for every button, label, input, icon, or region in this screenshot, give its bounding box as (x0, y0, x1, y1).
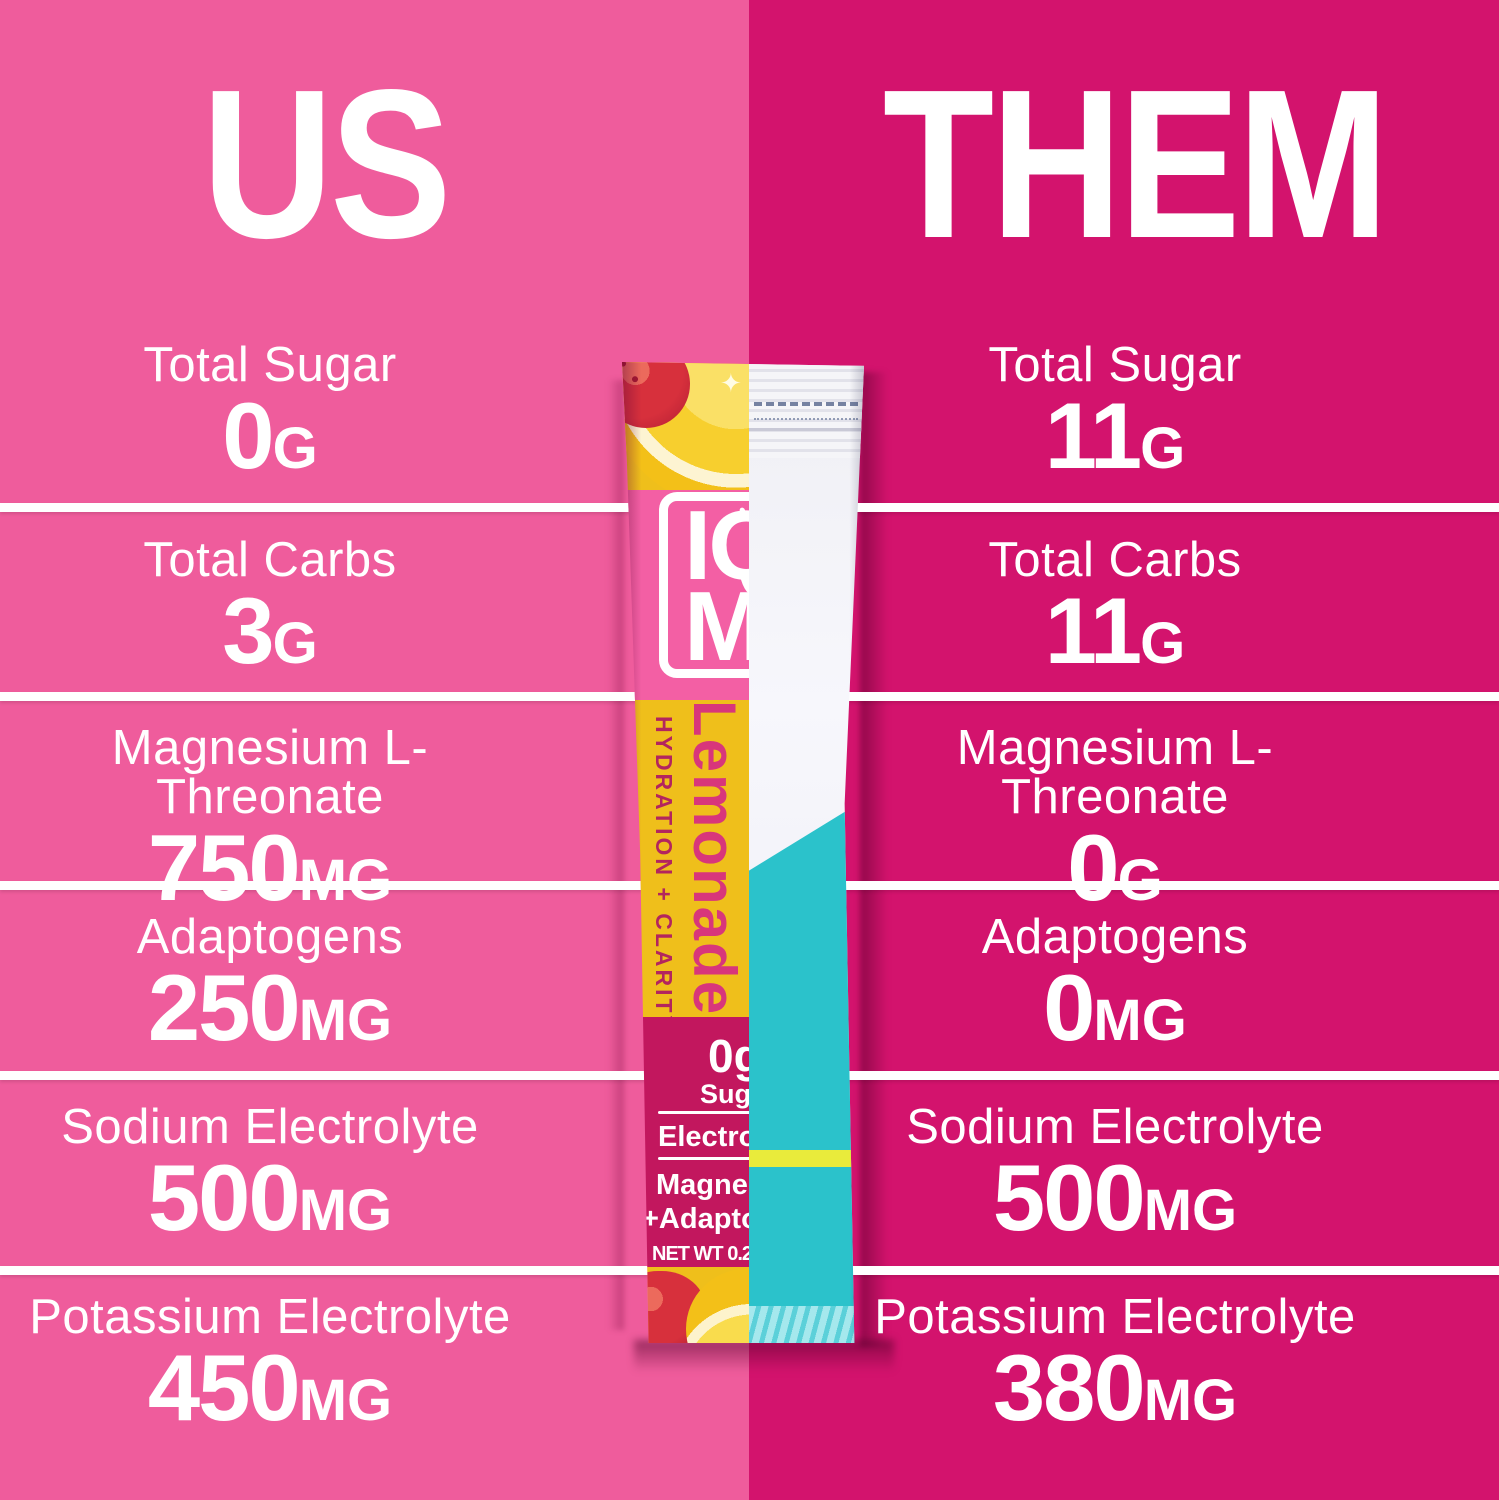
branded-packet-half: ✦ IQMI HYDRATION + CLARITY + MOOD* Lemon… (622, 362, 749, 1343)
us-header: US (201, 45, 452, 282)
packet-flavor-name: Lemonade (681, 700, 748, 1017)
metric-value: 3G (0, 584, 540, 687)
metric-value: 0G (0, 389, 540, 492)
metric-label: Total Sugar (988, 338, 1242, 392)
metric-value: 500MG (0, 1151, 540, 1254)
claim-sugar-word: Sug (700, 1079, 749, 1109)
value-unit: G (1140, 416, 1186, 481)
claim-adaptogens: +Adapto (642, 1203, 749, 1235)
packet-shadow-right (860, 372, 888, 1347)
brand-logo-frame: IQMI (659, 492, 749, 678)
perforation-dashes (754, 402, 858, 406)
them-row-potassium: Potassium Electrolyte 380MG (845, 1293, 1385, 1444)
metric-value: 380MG (845, 1341, 1385, 1444)
lemon-slice-graphic (686, 1269, 749, 1343)
value-number: 0 (1043, 955, 1095, 1060)
value-number: 450 (147, 1335, 301, 1440)
raspberry-texture (622, 362, 668, 400)
metric-label: Potassium Electrolyte (29, 1290, 511, 1344)
value-number: 0 (1067, 815, 1119, 920)
value-unit: MG (298, 988, 393, 1053)
sparkle-icon: ✦ (720, 368, 742, 398)
metric-label: Sodium Electrolyte (906, 1100, 1324, 1154)
net-weight-text: NET WT 0.2 (652, 1243, 749, 1265)
claims-band: 0g Sug Electro Magne +Adapto NET WT 0.2 (622, 1017, 749, 1267)
generic-packet-half (749, 362, 864, 1343)
value-number: 11 (1044, 578, 1142, 683)
packet-shadow-bottom (634, 1340, 894, 1372)
us-row-total-carbs: Total Carbs 3G (0, 536, 540, 687)
claim-divider (658, 1157, 749, 1160)
flavor-band: HYDRATION + CLARITY + MOOD* Lemonade (622, 700, 749, 1164)
value-unit: MG (1093, 988, 1187, 1053)
metric-value: 11G (845, 389, 1385, 492)
us-row-magnesium: Magnesium L-Threonate 750MG (0, 724, 540, 924)
value-number: 500 (147, 1145, 301, 1250)
them-row-sodium: Sodium Electrolyte 500MG (845, 1103, 1385, 1254)
metric-value: 0G (845, 821, 1385, 924)
value-unit: G (272, 611, 318, 676)
claim-magnesium: Magne (656, 1169, 748, 1201)
metric-label: Magnesium L-Threonate (111, 721, 429, 824)
value-unit: G (1117, 848, 1163, 913)
them-row-total-sugar: Total Sugar 11G (845, 341, 1385, 492)
claim-divider (658, 1111, 749, 1114)
them-row-magnesium: Magnesium L-Threonate 0G (845, 724, 1385, 924)
metric-label: Total Carbs (988, 533, 1242, 587)
metric-label: Total Carbs (143, 533, 397, 587)
value-number: 250 (147, 955, 301, 1060)
metric-value: 750MG (0, 821, 540, 924)
value-unit: MG (298, 848, 393, 913)
fruit-photo-strip (622, 1267, 749, 1343)
value-unit: MG (1143, 1368, 1238, 1433)
packet-shadow-left (608, 380, 624, 1330)
packet-bottom-crinkle (749, 1306, 864, 1343)
value-number: 0 (222, 383, 274, 488)
value-number: 3 (222, 578, 274, 683)
packet-crimp-seal (749, 362, 864, 458)
logo-line1: IQ (684, 490, 749, 600)
value-number: 500 (992, 1145, 1146, 1250)
seal-groove (749, 428, 864, 431)
them-row-total-carbs: Total Carbs 11G (845, 536, 1385, 687)
us-row-adaptogens: Adaptogens 250MG (0, 913, 540, 1064)
value-number: 380 (992, 1335, 1146, 1440)
perforation-dots (754, 418, 858, 420)
metric-label: Adaptogens (981, 910, 1249, 964)
product-packet-image: ✦ IQMI HYDRATION + CLARITY + MOOD* Lemon… (622, 362, 864, 1343)
them-row-adaptogens: Adaptogens 0MG (845, 913, 1385, 1064)
brand-logo-text: IQMI (684, 496, 749, 675)
logo-line2: MI (684, 571, 749, 681)
metric-label: Adaptogens (136, 910, 404, 964)
generic-yellow-stripe (749, 1150, 864, 1167)
value-number: 750 (147, 815, 301, 920)
value-number: 11 (1044, 383, 1142, 488)
metric-value: 500MG (845, 1151, 1385, 1254)
metric-label: Potassium Electrolyte (874, 1290, 1356, 1344)
us-row-total-sugar: Total Sugar 0G (0, 341, 540, 492)
them-header: THEM (882, 45, 1389, 282)
generic-teal-area (749, 800, 864, 1343)
lemon-raspberry-photo: ✦ (622, 362, 749, 490)
value-unit: MG (1143, 1178, 1238, 1243)
us-row-sodium: Sodium Electrolyte 500MG (0, 1103, 540, 1254)
value-unit: MG (298, 1178, 393, 1243)
us-row-potassium: Potassium Electrolyte 450MG (0, 1293, 540, 1444)
value-unit: G (1140, 611, 1186, 676)
claim-electrolytes: Electro (658, 1121, 749, 1153)
metric-label: Total Sugar (143, 338, 397, 392)
metric-label: Sodium Electrolyte (61, 1100, 479, 1154)
metric-value: 450MG (0, 1341, 540, 1444)
metric-value: 11G (845, 584, 1385, 687)
metric-value: 250MG (0, 961, 540, 1064)
claim-sugar-value: 0g (708, 1030, 749, 1082)
metric-label: Magnesium L-Threonate (956, 721, 1274, 824)
brand-label-band: IQMI (622, 490, 749, 700)
value-unit: G (272, 416, 318, 481)
metric-value: 0MG (845, 961, 1385, 1064)
value-unit: MG (298, 1368, 393, 1433)
